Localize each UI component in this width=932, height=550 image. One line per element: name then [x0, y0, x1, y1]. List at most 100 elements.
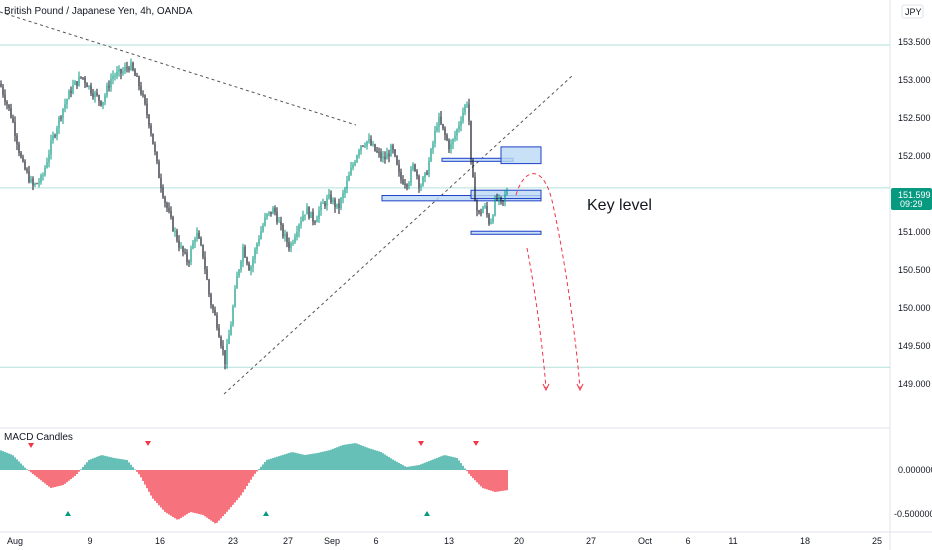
macd-bar — [250, 470, 252, 480]
time-axis[interactable]: Aug 9 16 23 27 Sep 6 13 20 27 Oct 6 11 18 25 — [7, 536, 882, 546]
macd-bar — [340, 445, 342, 470]
candle-body — [138, 76, 140, 87]
macd-bar — [230, 470, 232, 508]
candle-body — [274, 208, 276, 213]
candle-body — [374, 144, 376, 151]
candle-body — [488, 214, 490, 224]
macd-bar — [440, 456, 442, 470]
candle-body — [426, 172, 428, 175]
macd-bar — [88, 459, 90, 470]
candle-body — [134, 70, 136, 76]
macd-bar — [322, 451, 324, 470]
macd-bar — [502, 470, 504, 491]
candle-body — [436, 126, 438, 131]
macd-bar — [144, 470, 146, 485]
macd-bar — [172, 470, 174, 517]
macd-bar — [240, 470, 242, 496]
candle-body — [214, 309, 216, 316]
macd-bar — [362, 445, 364, 470]
macd-bar — [266, 459, 268, 470]
candle-body — [452, 139, 454, 144]
candle-body — [150, 125, 152, 134]
candle-body — [82, 77, 84, 79]
candle-body — [408, 182, 410, 187]
projection-arrow-far[interactable] — [515, 173, 581, 389]
macd-bar — [258, 469, 260, 470]
candle-body — [208, 279, 210, 295]
support-resistance-zones[interactable] — [381, 146, 542, 235]
macd-bar — [344, 444, 346, 470]
candle-body — [88, 85, 90, 88]
candle-body — [62, 108, 64, 118]
macd-bar — [182, 470, 184, 517]
candle-body — [416, 170, 418, 176]
macd-bar — [50, 470, 52, 488]
candle-body — [94, 92, 96, 98]
projection-arrow-near[interactable] — [526, 247, 547, 389]
macd-bar — [166, 470, 168, 514]
candle-body — [284, 233, 286, 237]
candle-body — [476, 201, 478, 211]
currency-badge[interactable]: JPY — [905, 7, 922, 17]
price-tick-label: 150.500 — [898, 265, 931, 275]
macd-bar — [104, 455, 106, 470]
candle-body — [108, 85, 110, 88]
macd-bar — [378, 451, 380, 470]
time-tick-label: 6 — [685, 536, 690, 546]
macd-bar — [388, 457, 390, 470]
candle-body — [302, 215, 304, 222]
candle-body — [266, 213, 268, 218]
macd-bar — [444, 455, 446, 470]
macd-bar — [374, 450, 376, 470]
currency-badge-box[interactable] — [901, 4, 924, 19]
candle-body — [246, 257, 248, 264]
macd-bar — [382, 453, 384, 470]
candle-body — [362, 145, 364, 147]
candle-body — [146, 103, 148, 115]
macd-label[interactable]: MACD Candles — [4, 432, 73, 443]
candle-body — [314, 221, 316, 223]
candle-body — [190, 248, 192, 263]
time-tick-label: 11 — [728, 536, 737, 546]
macd-bar — [270, 458, 272, 470]
macd-bar — [156, 470, 158, 504]
candle-body — [184, 252, 186, 254]
candle-body — [370, 139, 372, 146]
trend-lines[interactable] — [0, 11, 573, 395]
time-tick-label: 6 — [373, 536, 378, 546]
candle-body — [326, 198, 328, 206]
candle-body — [132, 62, 134, 71]
macd-bar — [380, 452, 382, 470]
macd-bar — [372, 449, 374, 470]
macd-bar — [52, 470, 54, 488]
macd-bar — [140, 470, 142, 478]
candle-body — [358, 150, 360, 156]
macd-bar — [160, 470, 162, 508]
macd-bar — [298, 453, 300, 470]
candle-body — [42, 175, 44, 177]
macd-bar — [394, 460, 396, 470]
macd-bar — [342, 444, 344, 470]
ascending-trendline[interactable] — [223, 75, 573, 395]
macd-bar — [384, 454, 386, 470]
descending-trendline[interactable] — [0, 11, 357, 126]
macd-bar — [442, 455, 444, 470]
candle-body — [118, 69, 120, 72]
price-tick-label: 150.000 — [898, 303, 931, 313]
candle-body — [238, 269, 240, 276]
price-axis[interactable]: 153.500153.000152.500152.000151.500151.0… — [898, 37, 931, 389]
macd-bar — [506, 470, 508, 491]
macd-bar — [194, 470, 196, 514]
macd-bar — [280, 455, 282, 470]
price-tag-countdown: 09:29 — [900, 199, 923, 209]
projection-arrows[interactable] — [515, 173, 584, 392]
macd-bar — [190, 470, 192, 513]
price-tick-label: 149.000 — [898, 379, 931, 389]
key-level-annotation[interactable]: Key level — [587, 197, 652, 214]
candle-body — [234, 288, 236, 307]
candle-body — [492, 215, 494, 223]
candle-body — [312, 211, 314, 222]
candle-body — [54, 135, 56, 137]
candle-body — [372, 144, 374, 146]
